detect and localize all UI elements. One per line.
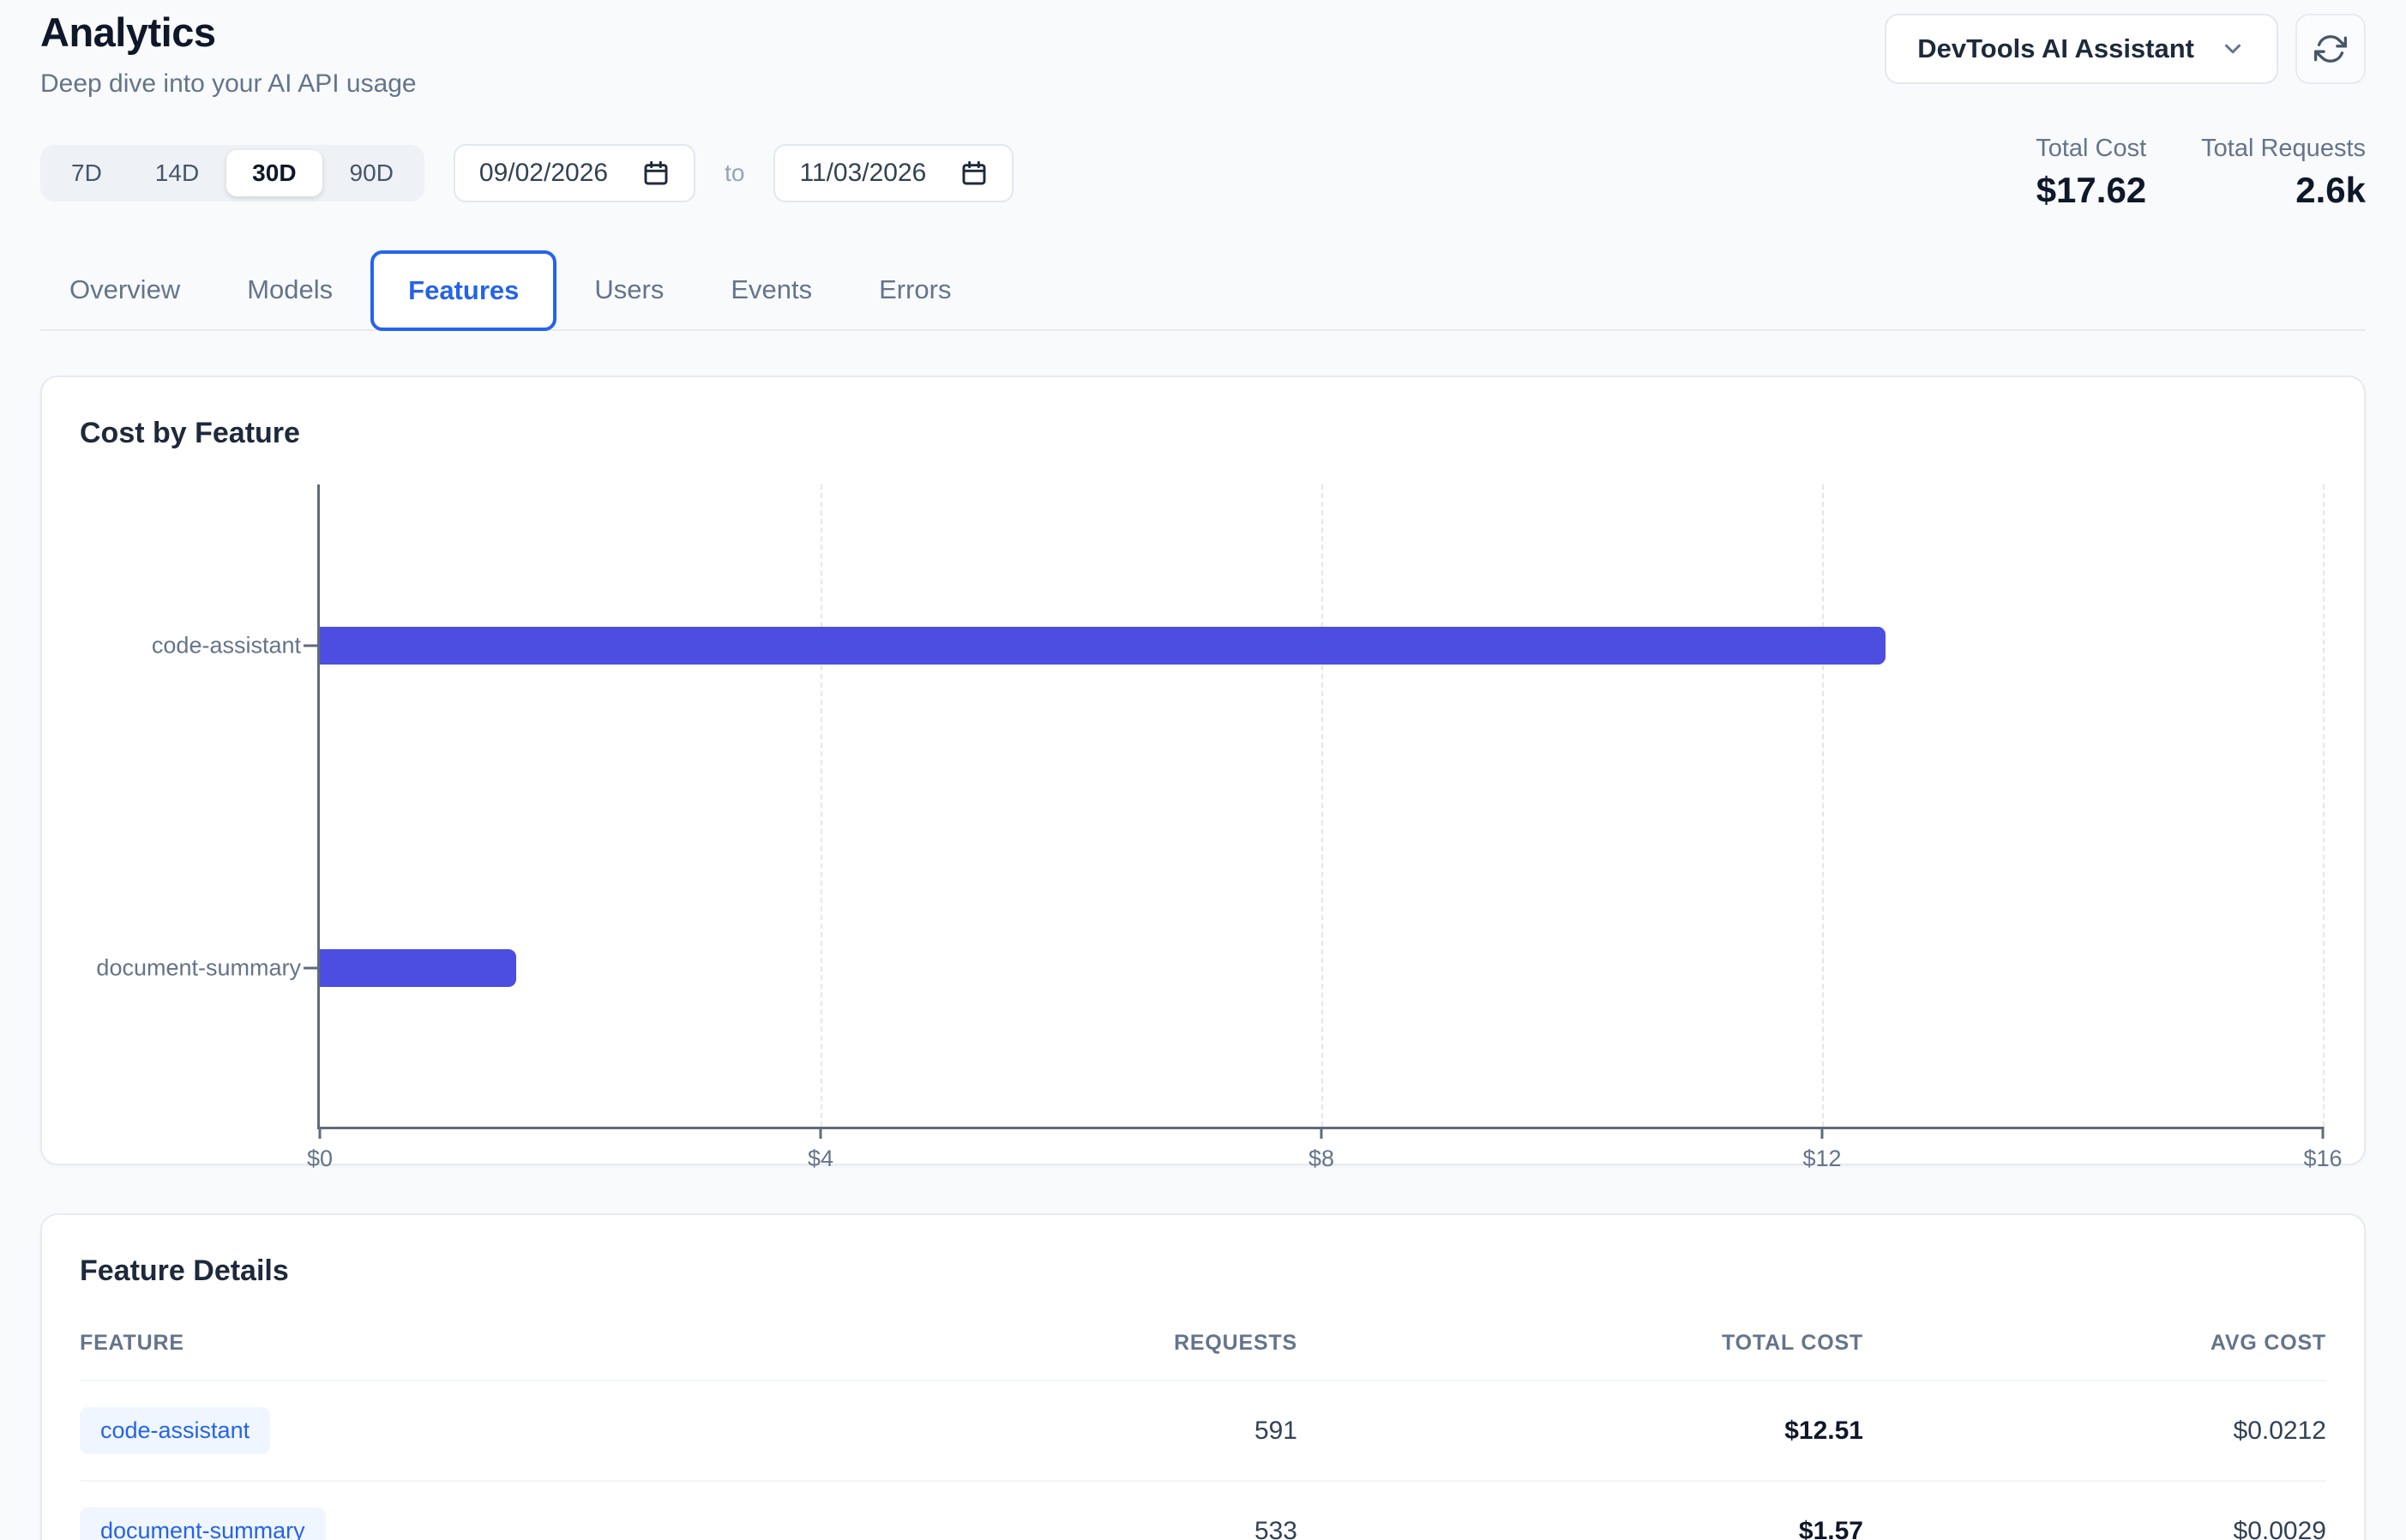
range-button-30d[interactable]: 30D [226,149,322,196]
page-header-text: Analytics Deep dive into your AI API usa… [40,9,417,99]
tab-users[interactable]: Users [565,250,693,329]
time-range-segmented-control: 7D 14D 30D 90D [40,144,424,202]
requests-cell: 533 [1254,1516,1297,1540]
project-selector-label: DevTools AI Assistant [1917,33,2194,63]
cost-by-feature-card: Cost by Feature $0 $4 $8 $12 $16 code-assista… [40,376,2366,1171]
range-button-90d[interactable]: 90D [324,150,419,196]
tab-events[interactable]: Events [701,250,841,329]
range-button-14d[interactable]: 14D [129,150,225,196]
page-title: Analytics [40,9,216,55]
tab-errors[interactable]: Errors [850,250,980,329]
feature-link-code-assistant[interactable]: code-assistant [80,1407,271,1454]
page-subtitle: Deep dive into your AI API usage [40,69,417,98]
tab-overview[interactable]: Overview [40,250,209,329]
total-cost-value: $17.62 [2036,170,2147,210]
cost-bar-document-summary [320,949,517,987]
refresh-button[interactable] [2295,14,2366,84]
bar-row: code-assistant [152,627,2323,665]
y-axis-tick [304,966,317,970]
category-label: document-summary [96,954,301,981]
project-selector-dropdown[interactable]: DevTools AI Assistant [1885,14,2278,84]
tab-models[interactable]: Models [218,250,362,329]
x-axis-tick [1820,1127,1824,1139]
requests-cell: 591 [1254,1416,1297,1445]
column-header-avg-cost: AVG COST [2210,1331,2326,1355]
cost-by-feature-chart: $0 $4 $8 $12 $16 code-assistant document-summa… [80,484,2343,1171]
feature-link-document-summary[interactable]: document-summary [80,1507,326,1540]
x-axis-tick [1320,1127,1323,1139]
total-cost-cell: $12.51 [1784,1416,1863,1445]
feature-details-table: FEATURE REQUESTS TOTAL COST AVG COST cod… [80,1317,2326,1540]
x-axis-tick-label: $0 [306,1146,334,1171]
category-label: code-assistant [151,632,301,659]
table-row: code-assistant 591 $12.51 $0.0212 [80,1380,2326,1480]
gridline [2323,484,2325,1127]
date-to-value: 11/03/2026 [799,158,927,187]
date-range-to-label: to [725,159,745,186]
feature-details-card: Feature Details FEATURE REQUESTS TOTAL C… [40,1213,2366,1540]
total-cost-cell: $1.57 [1798,1516,1863,1540]
calendar-icon[interactable] [960,159,988,187]
x-axis-tick [819,1127,822,1139]
x-axis-tick [2321,1127,2325,1139]
feature-details-title: Feature Details [80,1254,289,1287]
total-requests-label: Total Requests [2201,135,2366,162]
date-from-input[interactable]: 09/02/2026 [453,143,696,202]
total-cost-label: Total Cost [2036,135,2147,162]
x-axis-tick-label: $16 [2303,1146,2343,1171]
date-to-input[interactable]: 11/03/2026 [773,143,1014,202]
avg-cost-cell: $0.0029 [2233,1516,2326,1540]
chevron-down-icon [2225,44,2241,54]
filters-row: 7D 14D 30D 90D 09/02/2026 to 11/03/2026 … [40,135,2366,211]
gridline [821,484,822,1127]
table-row: document-summary 533 $1.57 $0.0029 [80,1480,2326,1540]
column-header-total-cost: TOTAL COST [1722,1331,1863,1355]
x-axis-tick-label: $8 [1308,1146,1335,1171]
avg-cost-cell: $0.0212 [2233,1416,2326,1445]
column-header-feature: FEATURE [80,1331,184,1355]
tab-features[interactable]: Features [370,250,557,331]
calendar-icon[interactable] [642,159,670,187]
x-axis-tick [318,1127,322,1139]
analytics-tabs: Overview Models Features Users Events Er… [40,250,2366,331]
cost-bar-code-assistant [320,627,1886,665]
gridline [1321,484,1323,1127]
y-axis-tick [304,644,317,647]
chart-plot-area: $0 $4 $8 $12 $16 code-assistant document-summa… [96,484,2343,1171]
summary-totals: Total Cost $17.62 Total Requests 2.6k [2036,135,2366,211]
column-header-requests: REQUESTS [1174,1331,1297,1355]
gridline [1822,484,1824,1127]
refresh-icon [2314,35,2347,63]
chart-title: Cost by Feature [80,417,300,449]
header-actions: DevTools AI Assistant [1885,14,2366,84]
bar-row: document-summary [96,949,2323,987]
date-from-value: 09/02/2026 [478,158,609,187]
x-axis-tick-label: $12 [1802,1146,1842,1171]
total-cost-block: Total Cost $17.62 [2036,135,2146,211]
total-requests-value: 2.6k [2295,170,2366,210]
table-header-row: FEATURE REQUESTS TOTAL COST AVG COST [80,1317,2326,1380]
page-header: Analytics Deep dive into your AI API usa… [40,9,2366,99]
range-button-7d[interactable]: 7D [45,150,128,196]
total-requests-block: Total Requests 2.6k [2201,135,2366,211]
x-axis-tick-label: $4 [807,1146,834,1171]
